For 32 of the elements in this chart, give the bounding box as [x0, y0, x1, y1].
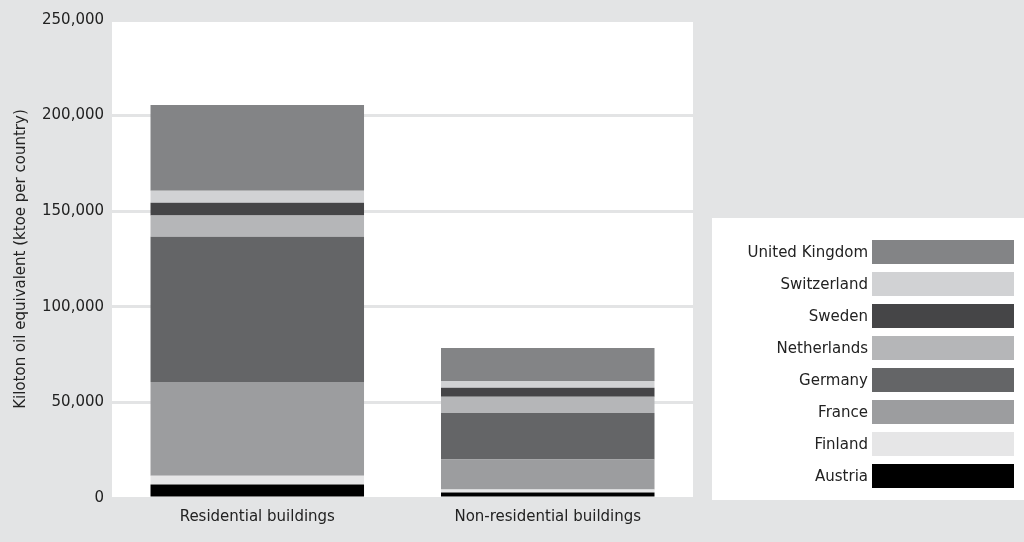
- text: Sweden: [808, 307, 868, 325]
- y-tick-label: 200,000: [42, 105, 105, 124]
- text: Netherlands: [776, 339, 868, 357]
- bar: [150, 381, 365, 476]
- y-tick-label: 0: [94, 487, 105, 506]
- bar: [441, 348, 655, 381]
- text: Austria: [815, 467, 868, 485]
- text: France: [818, 403, 868, 421]
- bar: [150, 105, 365, 191]
- y-tick-label: 250,000: [42, 9, 105, 28]
- bar: [441, 459, 655, 490]
- bar: [441, 387, 655, 397]
- bar: [150, 236, 365, 382]
- bar: [150, 475, 365, 485]
- bar: [150, 484, 365, 497]
- bar: [441, 380, 655, 388]
- bar: [441, 412, 655, 460]
- bar: [150, 190, 365, 203]
- x-tick-label: Residential buildings: [179, 506, 336, 525]
- text: United Kingdom: [747, 243, 868, 261]
- x-tick-label: Non-residential buildings: [454, 506, 642, 525]
- y-tick-label: 100,000: [42, 296, 105, 315]
- text: Germany: [799, 371, 868, 389]
- y-axis-title: Kiloton oil equivalent (ktoe per country): [10, 109, 29, 409]
- bar: [441, 492, 655, 497]
- text: Finland: [814, 435, 868, 453]
- bar: [441, 396, 655, 413]
- bar: [150, 202, 365, 216]
- y-tick-label: 50,000: [51, 392, 105, 411]
- bar: [150, 215, 365, 237]
- text: Switzerland: [780, 275, 868, 293]
- y-tick-label: 150,000: [42, 201, 105, 220]
